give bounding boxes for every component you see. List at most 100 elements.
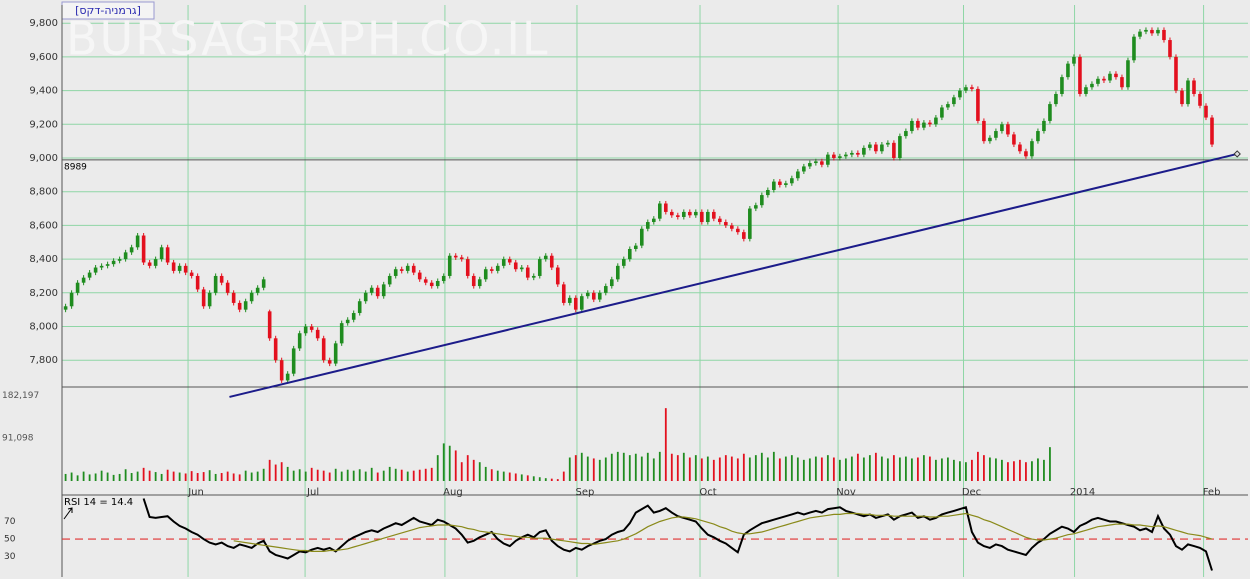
volume-bar bbox=[424, 468, 427, 481]
candle-body bbox=[141, 235, 146, 263]
volume-bar bbox=[352, 470, 355, 481]
volume-bar bbox=[886, 458, 889, 481]
candle-body bbox=[892, 142, 896, 159]
candle-body bbox=[189, 272, 194, 276]
candle-body bbox=[99, 265, 104, 268]
volume-bar bbox=[526, 475, 529, 481]
volume-bar bbox=[76, 475, 79, 481]
candle-body bbox=[1186, 80, 1190, 105]
y-tick-label: 9,800 bbox=[29, 18, 58, 29]
volume-bar bbox=[484, 466, 487, 481]
y-tick-label: 9,600 bbox=[29, 52, 58, 63]
volume-bar bbox=[262, 468, 265, 481]
volume-bar bbox=[388, 466, 391, 481]
x-tick-label: Dec bbox=[962, 487, 981, 498]
candle-body bbox=[826, 154, 830, 165]
rsi-arrow bbox=[63, 507, 73, 520]
candle-body bbox=[916, 120, 920, 128]
volume-bar bbox=[154, 472, 157, 481]
candle-body bbox=[87, 272, 92, 278]
candle-body bbox=[441, 275, 446, 282]
volume-bar bbox=[514, 473, 517, 481]
candle-body bbox=[1066, 63, 1070, 78]
volume-bar bbox=[70, 472, 73, 481]
volume-bar bbox=[1025, 462, 1027, 481]
candle-body bbox=[664, 203, 668, 212]
candle-body bbox=[1168, 40, 1172, 57]
volume-bar bbox=[946, 457, 949, 481]
candle-body bbox=[718, 218, 722, 223]
candle-body bbox=[1126, 60, 1130, 88]
candle-body bbox=[363, 292, 368, 302]
volume-bar bbox=[142, 467, 145, 481]
candle-body bbox=[928, 122, 932, 125]
candle-body bbox=[1090, 83, 1094, 88]
candle-body bbox=[1180, 90, 1184, 105]
y-tick-label: 70 bbox=[4, 517, 16, 527]
volume-bar bbox=[652, 458, 655, 481]
volume-bar bbox=[784, 456, 787, 481]
volume-bar bbox=[442, 443, 445, 481]
volume-bar bbox=[382, 470, 385, 481]
candle-body bbox=[453, 255, 458, 258]
candle-body bbox=[165, 247, 170, 263]
volume-bar bbox=[550, 478, 553, 481]
volume-bar bbox=[724, 455, 727, 481]
candle-body bbox=[219, 275, 224, 283]
candle-body bbox=[1108, 73, 1112, 81]
volume-bar bbox=[346, 469, 349, 481]
candle-body bbox=[159, 247, 164, 260]
volume-bar bbox=[760, 452, 763, 481]
volume-bar bbox=[586, 456, 589, 481]
candle-body bbox=[393, 269, 398, 276]
volume-bar bbox=[556, 479, 559, 481]
volume-bar bbox=[220, 473, 223, 481]
volume-bar bbox=[694, 455, 697, 481]
candle-body bbox=[477, 279, 482, 287]
volume-bar bbox=[292, 470, 295, 481]
candle-body bbox=[682, 211, 686, 217]
volume-bar bbox=[430, 467, 433, 481]
candle-body bbox=[171, 262, 176, 271]
candle-body bbox=[483, 269, 488, 280]
volume-bar bbox=[634, 453, 637, 481]
candle-body bbox=[117, 259, 122, 261]
candle-body bbox=[706, 211, 710, 223]
volume-bar bbox=[748, 457, 751, 481]
y-tick-label: 182,197 bbox=[2, 391, 39, 401]
volume-bar bbox=[892, 455, 895, 481]
candle-body bbox=[862, 147, 866, 155]
volume-bar bbox=[202, 472, 205, 481]
rsi-line bbox=[142, 498, 1213, 571]
volume-bar bbox=[124, 469, 127, 481]
candle-body bbox=[183, 265, 188, 273]
candle-body bbox=[1048, 104, 1052, 121]
volume-bar bbox=[226, 471, 229, 481]
volume-bar bbox=[208, 470, 211, 481]
candle-body bbox=[603, 286, 608, 293]
volume-bar bbox=[658, 451, 661, 481]
candle-body bbox=[327, 360, 332, 364]
volume-bar bbox=[490, 469, 493, 481]
y-tick-label: 8,000 bbox=[29, 322, 58, 333]
volume-bar bbox=[316, 469, 319, 481]
candle-body bbox=[111, 260, 116, 265]
candle-body bbox=[760, 195, 764, 206]
volume-bar bbox=[995, 458, 997, 481]
candle-body bbox=[1006, 124, 1010, 135]
candle-body bbox=[958, 90, 962, 98]
candle-body bbox=[976, 88, 980, 121]
volume-bar bbox=[850, 456, 853, 481]
candle-body bbox=[1204, 105, 1208, 118]
volume-bar bbox=[508, 472, 511, 481]
volume-bar bbox=[844, 458, 847, 481]
candle-body bbox=[621, 259, 626, 266]
candle-body bbox=[658, 203, 662, 219]
candle-body bbox=[513, 262, 518, 270]
candle-body bbox=[934, 117, 938, 125]
volume-bar bbox=[340, 471, 343, 481]
candle-body bbox=[796, 171, 800, 179]
candle-body bbox=[874, 144, 878, 152]
volume-bar bbox=[676, 455, 679, 481]
